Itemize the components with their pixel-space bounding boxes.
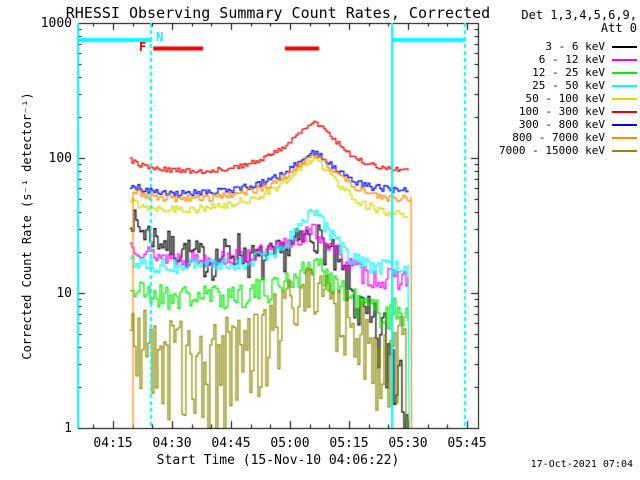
legend-item: 6 - 12 keV <box>427 53 637 66</box>
legend-item: 800 - 7000 keV <box>427 131 637 144</box>
legend-color-line <box>612 71 637 74</box>
legend-item-label: 800 - 7000 keV <box>512 131 605 144</box>
x-tick-label: 05:45 <box>447 436 487 451</box>
legend-item-label: 25 - 50 keV <box>532 79 605 92</box>
legend-color-line <box>612 123 637 126</box>
legend-item: 100 - 300 keV <box>427 105 637 118</box>
legend-item-label: 50 - 100 keV <box>525 92 605 105</box>
legend-item-label: 12 - 25 keV <box>532 66 605 79</box>
x-axis-label: Start Time (15-Nov-10 04:06:22) <box>156 453 400 468</box>
x-tick-label: 04:45 <box>211 436 251 451</box>
x-tick-label: 04:15 <box>93 436 133 451</box>
legend-color-line <box>612 110 637 113</box>
legend-item-label: 6 - 12 keV <box>538 53 605 66</box>
legend-color-line <box>612 58 637 61</box>
legend-item: 12 - 25 keV <box>427 66 637 79</box>
legend-item: 25 - 50 keV <box>427 79 637 92</box>
y-tick-label: 1000 <box>40 16 72 31</box>
legend-color-line <box>612 136 637 139</box>
x-tick-label: 05:00 <box>270 436 310 451</box>
legend-item-label: 100 - 300 keV <box>518 105 605 118</box>
y-tick-label: 100 <box>48 151 72 166</box>
y-tick-label: 1 <box>64 421 72 436</box>
y-axis-label: Corrected Count Rate (s⁻¹ detector⁻¹) <box>20 92 34 360</box>
legend-item: 3 - 6 keV <box>427 40 637 53</box>
legend-color-line <box>612 149 637 152</box>
legend-color-line <box>612 45 637 48</box>
legend-color-line <box>612 84 637 87</box>
legend-item-label: 300 - 800 keV <box>518 118 605 131</box>
legend-item-label: 3 - 6 keV <box>545 40 605 53</box>
legend: 3 - 6 keV 6 - 12 keV 12 - 25 keV 25 - 50 ke… <box>427 40 637 157</box>
chart-title: RHESSI Observing Summary Count Rates, Co… <box>65 4 491 22</box>
legend-item: 7000 - 15000 keV <box>427 144 637 157</box>
legend-item: 50 - 100 keV <box>427 92 637 105</box>
legend-item: 300 - 800 keV <box>427 118 637 131</box>
x-tick-label: 05:15 <box>329 436 369 451</box>
y-tick-label: 10 <box>56 286 72 301</box>
legend-color-line <box>612 97 637 100</box>
night-flag-label: N <box>156 30 164 44</box>
x-tick-label: 05:30 <box>388 436 428 451</box>
legend-attenuator-header: Att 0 <box>600 21 637 35</box>
legend-detector-header: Det 1,3,4,5,6,9, <box>521 8 637 22</box>
plot-generation-timestamp: 17-Oct-2021 07:04 <box>530 459 633 470</box>
x-tick-label: 04:30 <box>152 436 192 451</box>
legend-item-label: 7000 - 15000 keV <box>499 144 605 157</box>
flare-flag-label: F <box>139 40 147 54</box>
